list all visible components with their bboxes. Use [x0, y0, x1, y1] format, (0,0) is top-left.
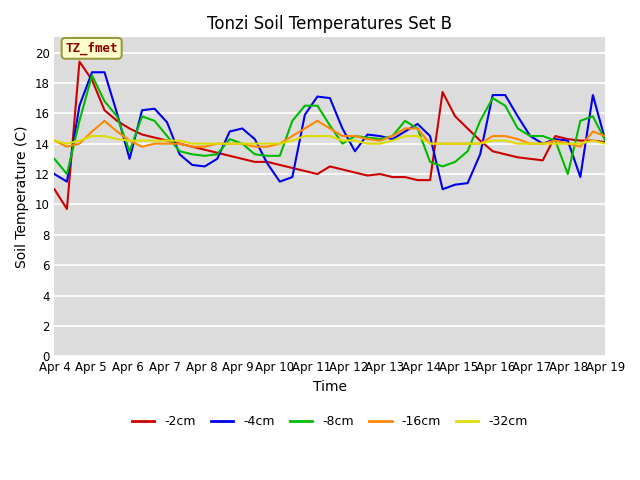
Legend: -2cm, -4cm, -8cm, -16cm, -32cm: -2cm, -4cm, -8cm, -16cm, -32cm	[127, 410, 533, 433]
X-axis label: Time: Time	[313, 380, 347, 394]
Y-axis label: Soil Temperature (C): Soil Temperature (C)	[15, 126, 29, 268]
Title: Tonzi Soil Temperatures Set B: Tonzi Soil Temperatures Set B	[207, 15, 452, 33]
Text: TZ_fmet: TZ_fmet	[65, 42, 118, 55]
